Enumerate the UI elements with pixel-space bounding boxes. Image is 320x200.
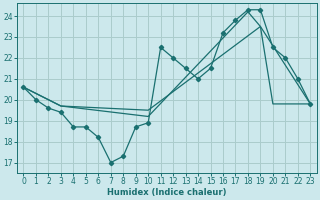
- X-axis label: Humidex (Indice chaleur): Humidex (Indice chaleur): [107, 188, 227, 197]
